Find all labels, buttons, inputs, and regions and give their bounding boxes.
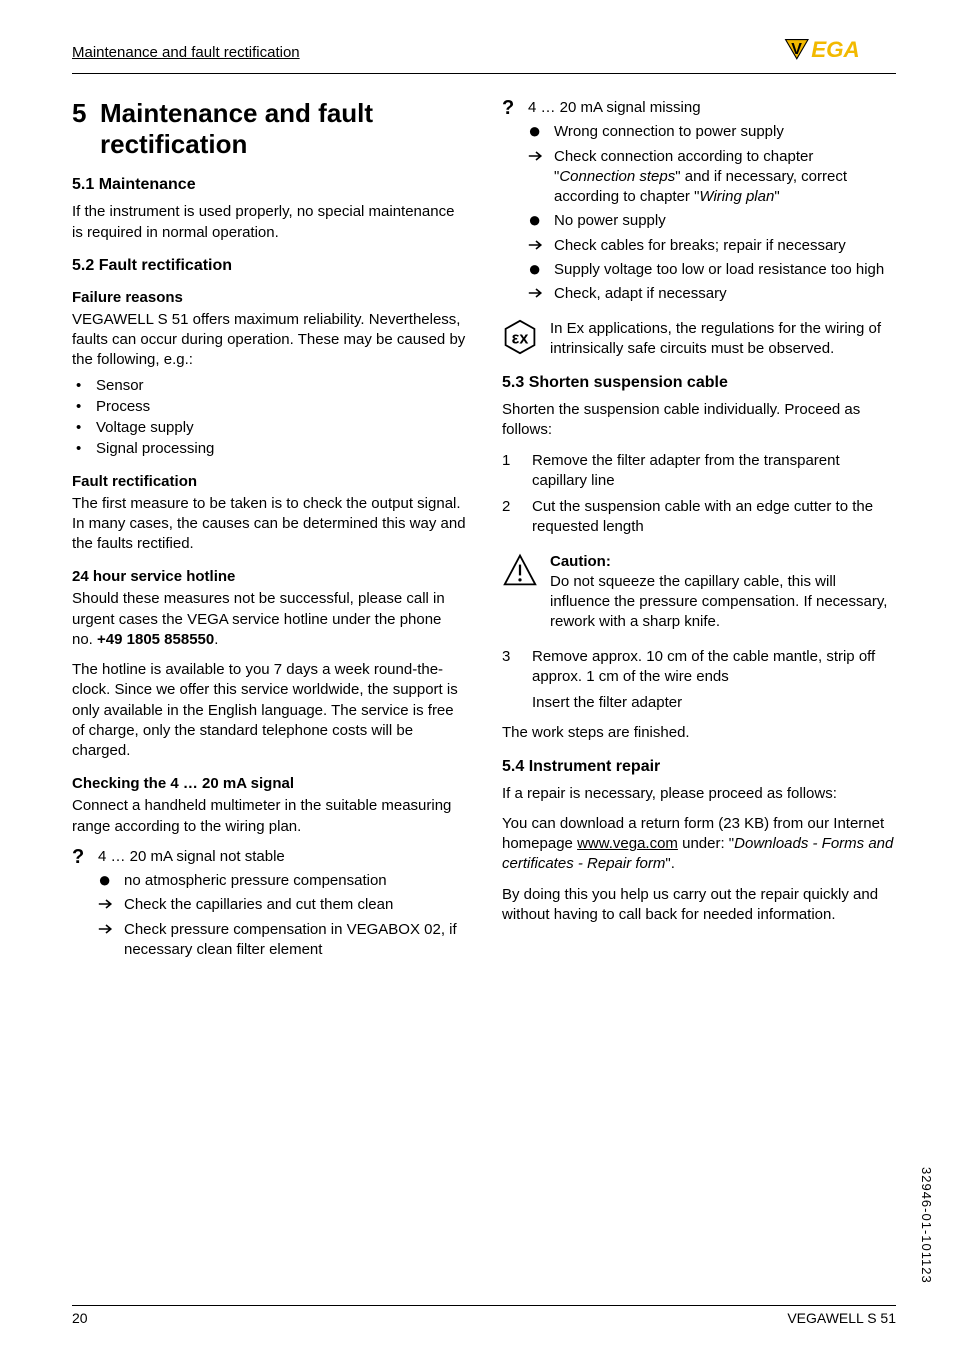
sub-5-4: 5.4 Instrument repair [502, 758, 896, 776]
vega-logo: V EGA [784, 38, 896, 67]
p-5-4-1: If a repair is necessary, please proceed… [502, 784, 896, 804]
arrow-icon [98, 895, 124, 916]
sub-5-2: 5.2 Fault rectification [72, 257, 466, 275]
header-title: Maintenance and fault rectification [72, 44, 300, 61]
h-hotline: 24 hour service hotline [72, 568, 466, 585]
section-5-title: 5 Maintenance and fault rectification [72, 98, 466, 160]
svg-text:εx: εx [512, 329, 529, 347]
q2-action-1: Check connection according to chapter "C… [554, 147, 896, 208]
q1-action-1: Check the capillaries and cut them clean [124, 895, 393, 915]
page-number: 20 [72, 1310, 88, 1326]
question-icon: ? [72, 847, 98, 867]
question-icon: ? [502, 98, 528, 118]
h-check-signal: Checking the 4 … 20 mA signal [72, 775, 466, 792]
h-failure: Failure reasons [72, 289, 466, 306]
page-header: Maintenance and fault rectification V EG… [72, 38, 896, 74]
side-doc-number: 32946-01-101123 [919, 1167, 934, 1284]
q2-action-3: Check, adapt if necessary [554, 284, 727, 304]
arrow-icon [98, 920, 124, 941]
trouble-q1: ? 4 … 20 mA signal not stable ● no atmos… [72, 847, 466, 961]
caution-triangle-icon [502, 552, 538, 593]
list-item: Sensor [72, 375, 466, 396]
failure-list: Sensor Process Voltage supply Signal pro… [72, 375, 466, 459]
ex-hexagon-icon: εx [502, 319, 538, 360]
q2-action-2: Check cables for breaks; repair if neces… [554, 236, 846, 256]
arrow-icon [528, 284, 554, 305]
p-done: The work steps are finished. [502, 723, 896, 743]
q2-cause-3: Supply voltage too low or load resistanc… [554, 260, 884, 280]
q1-cause: no atmospheric pressure compensation [124, 871, 387, 891]
list-item: Remove the filter adapter from the trans… [502, 451, 896, 492]
sub-5-3: 5.3 Shorten suspension cable [502, 374, 896, 392]
h-rectification: Fault rectification [72, 473, 466, 490]
p-failure: VEGAWELL S 51 offers maximum reliability… [72, 310, 466, 371]
sub-5-1: 5.1 Maintenance [72, 176, 466, 194]
q2-text: 4 … 20 mA signal missing [528, 98, 701, 118]
p-rectification: The first measure to be taken is to chec… [72, 494, 466, 555]
caution-text: Do not squeeze the capillary cable, this… [550, 573, 887, 631]
q2-cause-2: No power supply [554, 211, 666, 231]
p-5-4-3: By doing this you help us carry out the … [502, 885, 896, 926]
doc-id: VEGAWELL S 51 [787, 1310, 896, 1326]
arrow-icon [528, 236, 554, 257]
bullet-icon: ● [98, 871, 124, 889]
steps-list-1: Remove the filter adapter from the trans… [502, 451, 896, 538]
vega-link[interactable]: www.vega.com [577, 835, 678, 852]
p-check-signal: Connect a handheld multimeter in the sui… [72, 796, 466, 837]
page-footer: 20 VEGAWELL S 51 [72, 1305, 896, 1326]
list-item: Process [72, 396, 466, 417]
svg-text:V: V [791, 41, 802, 58]
bullet-icon: ● [528, 260, 554, 278]
q1-text: 4 … 20 mA signal not stable [98, 847, 285, 867]
p-5-1: If the instrument is used properly, no s… [72, 202, 466, 243]
list-item: Cut the suspension cable with an edge cu… [502, 497, 896, 538]
right-column: ? 4 … 20 mA signal missing ● Wrong conne… [502, 98, 896, 967]
q1-action-2: Check pressure compensation in VEGABOX 0… [124, 920, 466, 961]
steps-list-2: Remove approx. 10 cm of the cable mantle… [502, 647, 896, 714]
bullet-icon: ● [528, 211, 554, 229]
p-5-4-2: You can download a return form (23 KB) f… [502, 814, 896, 875]
svg-text:EGA: EGA [811, 38, 860, 62]
list-item: Remove approx. 10 cm of the cable mantle… [502, 647, 896, 714]
caution-caption: Caution: [550, 552, 896, 572]
bullet-icon: ● [528, 122, 554, 140]
p-hotline-2: The hotline is available to you 7 days a… [72, 660, 466, 761]
p-hotline-1: Should these measures not be successful,… [72, 589, 466, 650]
caution-note: Caution: Do not squeeze the capillary ca… [502, 552, 896, 633]
ex-note: εx In Ex applications, the regulations f… [502, 319, 896, 360]
ex-note-text: In Ex applications, the regulations for … [550, 319, 896, 360]
arrow-icon [528, 147, 554, 168]
list-item: Voltage supply [72, 417, 466, 438]
p-5-3: Shorten the suspension cable individuall… [502, 400, 896, 441]
list-item: Signal processing [72, 438, 466, 459]
trouble-q2: ? 4 … 20 mA signal missing ● Wrong conne… [502, 98, 896, 305]
left-column: 5 Maintenance and fault rectification 5.… [72, 98, 466, 967]
q2-cause-1: Wrong connection to power supply [554, 122, 784, 142]
